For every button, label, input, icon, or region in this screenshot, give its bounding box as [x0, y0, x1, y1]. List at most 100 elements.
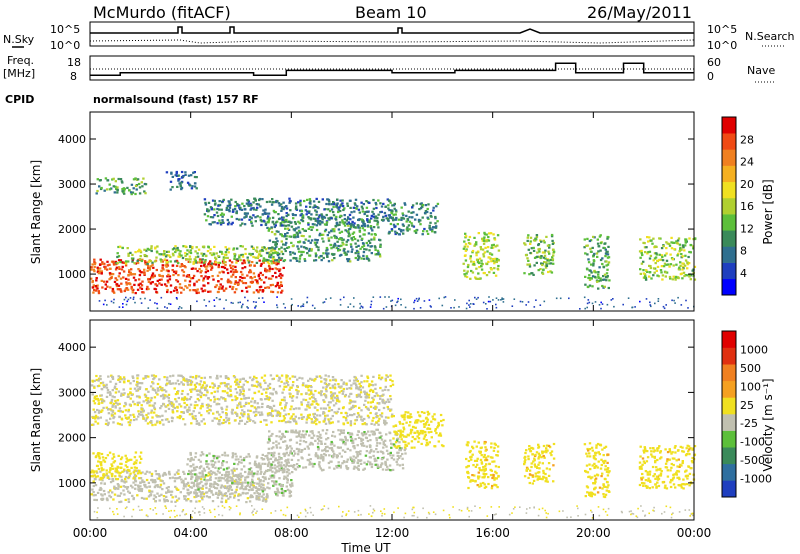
velocity-cell [206, 391, 209, 394]
power-cell [603, 242, 606, 245]
velocity-cell [203, 422, 206, 425]
power-ground-cell [677, 296, 679, 299]
power-cell [275, 243, 278, 246]
power-ground-cell [396, 301, 398, 304]
velocity-cell [104, 457, 108, 460]
velocity-cell [363, 431, 366, 434]
power-cell [278, 269, 281, 273]
velocity-cell [189, 381, 193, 384]
velocity-cell [127, 498, 130, 501]
power-cell [421, 205, 424, 208]
power-ground-cell [639, 300, 641, 303]
power-cell [315, 210, 318, 213]
velocity-cell [338, 452, 341, 455]
power-cell [527, 248, 530, 251]
velocity-cell [256, 470, 259, 473]
velocity-cell [189, 491, 193, 494]
power-cell [278, 217, 282, 220]
power-cell [271, 275, 274, 278]
power-ground-cell [606, 303, 609, 306]
power-cell [188, 280, 192, 283]
velocity-cell [300, 433, 304, 436]
velocity-cell [201, 470, 204, 473]
power-cell [318, 223, 322, 226]
velocity-cell [355, 418, 358, 422]
power-cell [124, 260, 128, 263]
velocity-cell [121, 410, 124, 413]
velocity-cell [328, 447, 331, 450]
power-cell [232, 208, 235, 211]
power-cell [252, 214, 255, 217]
power-cell [694, 237, 697, 240]
power-cell [482, 239, 486, 242]
power-cell [231, 221, 234, 224]
velocity-cell [335, 412, 338, 415]
power-cell [670, 236, 673, 239]
power-cell [132, 178, 136, 181]
power-cell [434, 215, 437, 219]
velocity-cell [113, 485, 116, 488]
power-cell [388, 216, 392, 219]
velocity-cell [262, 498, 265, 501]
power-cell [328, 200, 331, 203]
velocity-cell [199, 454, 202, 457]
velocity-cell [119, 458, 123, 461]
power-cell [347, 230, 350, 233]
cpid-value: normalsound (fast) 157 RF [93, 93, 259, 106]
velocity-cell [246, 420, 249, 423]
cpid-label: CPID [5, 93, 34, 106]
velocity-cell [308, 463, 311, 466]
power-cell [314, 217, 317, 220]
power-cell [338, 231, 342, 234]
velocity-cell [153, 408, 157, 411]
velocity-cell [381, 450, 384, 454]
power-cell [365, 255, 369, 258]
power-cell [218, 219, 221, 222]
power-cell [362, 257, 366, 260]
power-cell [645, 269, 648, 272]
power-ground-cell [140, 302, 143, 304]
power-cell [245, 290, 249, 293]
velocity-cell [261, 453, 264, 456]
power-cell [239, 245, 242, 248]
power-cell [681, 268, 684, 271]
power-cell [352, 226, 356, 229]
power-cell [226, 256, 229, 259]
power-cell [193, 282, 196, 285]
power-cell [588, 274, 591, 277]
velocity-cell [108, 494, 111, 497]
velocity-cell [170, 493, 173, 496]
velocity-cell [186, 410, 189, 413]
velocity-cell [365, 436, 368, 440]
velocity-cell [122, 480, 125, 483]
velocity-cell [360, 374, 363, 377]
power-ground-cell [397, 300, 399, 303]
velocity-cell [230, 469, 233, 472]
velocity-cell [135, 395, 139, 398]
power-cell [669, 253, 672, 256]
velocity-cell [123, 378, 126, 381]
power-cell [165, 265, 168, 268]
power-cell [668, 265, 671, 268]
power-cell [280, 246, 283, 249]
power-cell [98, 185, 101, 188]
power-cell [639, 268, 642, 271]
power-cell [341, 219, 344, 222]
velocity-cell [294, 420, 298, 423]
power-cell [374, 201, 377, 205]
velocity-cell [277, 461, 280, 464]
power-cell [551, 248, 555, 251]
power-cell [374, 248, 377, 251]
velocity-cell [105, 469, 108, 472]
power-cell [180, 186, 184, 189]
power-cell [121, 246, 124, 249]
power-cell [538, 250, 541, 253]
velocity-cell [172, 382, 175, 385]
power-cell [188, 283, 191, 287]
velocity-cell [217, 403, 221, 406]
velocity-cell [128, 458, 131, 461]
power-cell [384, 205, 387, 208]
power-cell [465, 275, 469, 279]
power-ground-cell [466, 302, 468, 305]
velocity-cell [93, 395, 97, 398]
